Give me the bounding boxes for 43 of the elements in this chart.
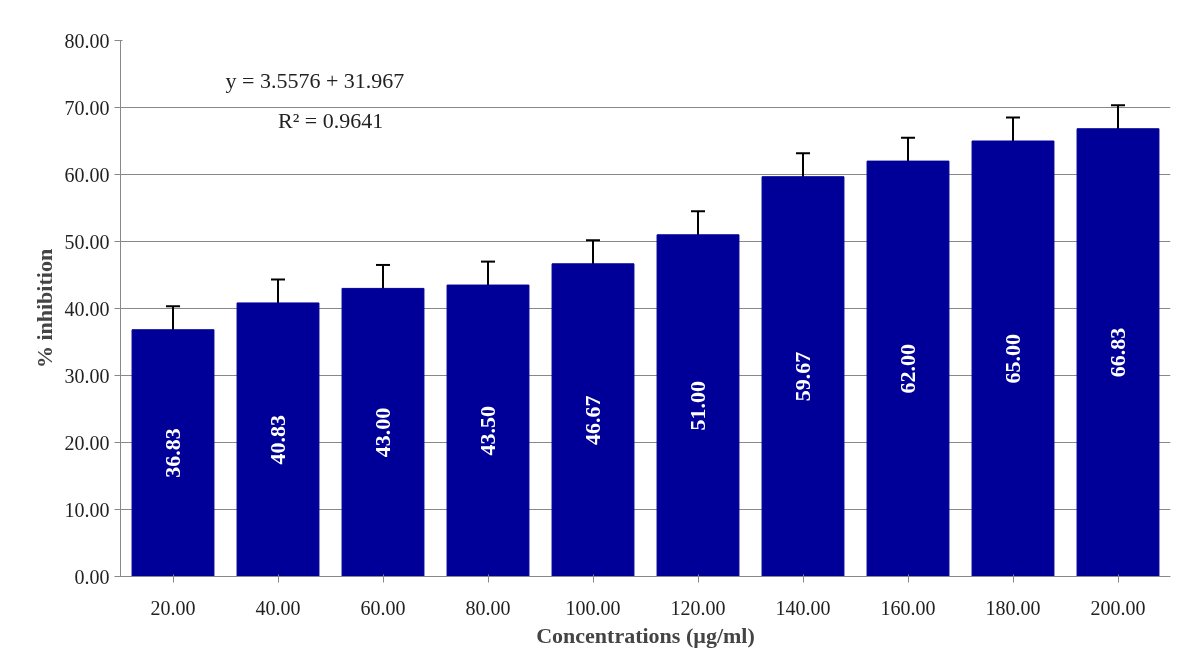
y-tick-label: 50.00: [64, 230, 110, 253]
bar: [236, 302, 320, 577]
y-tick-label: 20.00: [64, 431, 110, 454]
y-tick-label: 40.00: [64, 297, 110, 320]
data-label: 46.67: [580, 395, 605, 445]
annotation: R² = 0.9641: [278, 108, 384, 134]
y-tick-label: 10.00: [64, 498, 110, 521]
x-tick-label: 20.00: [150, 596, 196, 619]
data-label: 62.00: [895, 344, 920, 394]
bar: [131, 329, 215, 577]
bar: [656, 234, 740, 577]
y-tick-label: 60.00: [64, 163, 110, 186]
y-axis-title: % inhibition: [31, 248, 57, 369]
bar: [446, 284, 530, 577]
x-axis-title: Concentrations (µg/ml): [536, 622, 755, 648]
data-label: 66.83: [1105, 327, 1130, 378]
data-label: 43.00: [370, 407, 395, 458]
x-tick-label: 200.00: [1090, 596, 1146, 619]
bar: [551, 263, 635, 577]
x-tick-label: 80.00: [465, 596, 511, 619]
data-label: 51.00: [685, 380, 710, 431]
data-label: 65.00: [1000, 334, 1025, 384]
bar: [1076, 128, 1160, 577]
x-tick-label: 180.00: [985, 596, 1041, 619]
y-tick-label: 30.00: [64, 364, 110, 387]
annotation: y = 3.5576 + 31.967: [225, 68, 405, 94]
data-label: 36.83: [160, 428, 185, 478]
x-tick-label: 60.00: [360, 596, 406, 619]
data-label: 43.50: [475, 406, 500, 456]
x-tick-label: 160.00: [880, 596, 936, 619]
x-tick-label: 140.00: [775, 596, 831, 619]
data-label: 40.83: [265, 414, 290, 465]
bar: [971, 140, 1055, 577]
bar: [341, 287, 425, 577]
y-tick-label: 0.00: [74, 565, 110, 588]
y-tick-label: 70.00: [64, 96, 110, 119]
data-label: 59.67: [790, 351, 815, 402]
y-tick-label: 80.00: [64, 29, 110, 52]
x-tick-label: 100.00: [565, 596, 621, 619]
x-tick-label: 120.00: [670, 596, 726, 619]
x-tick-label: 40.00: [255, 596, 301, 619]
bar: [866, 160, 950, 577]
bar: [761, 176, 845, 577]
